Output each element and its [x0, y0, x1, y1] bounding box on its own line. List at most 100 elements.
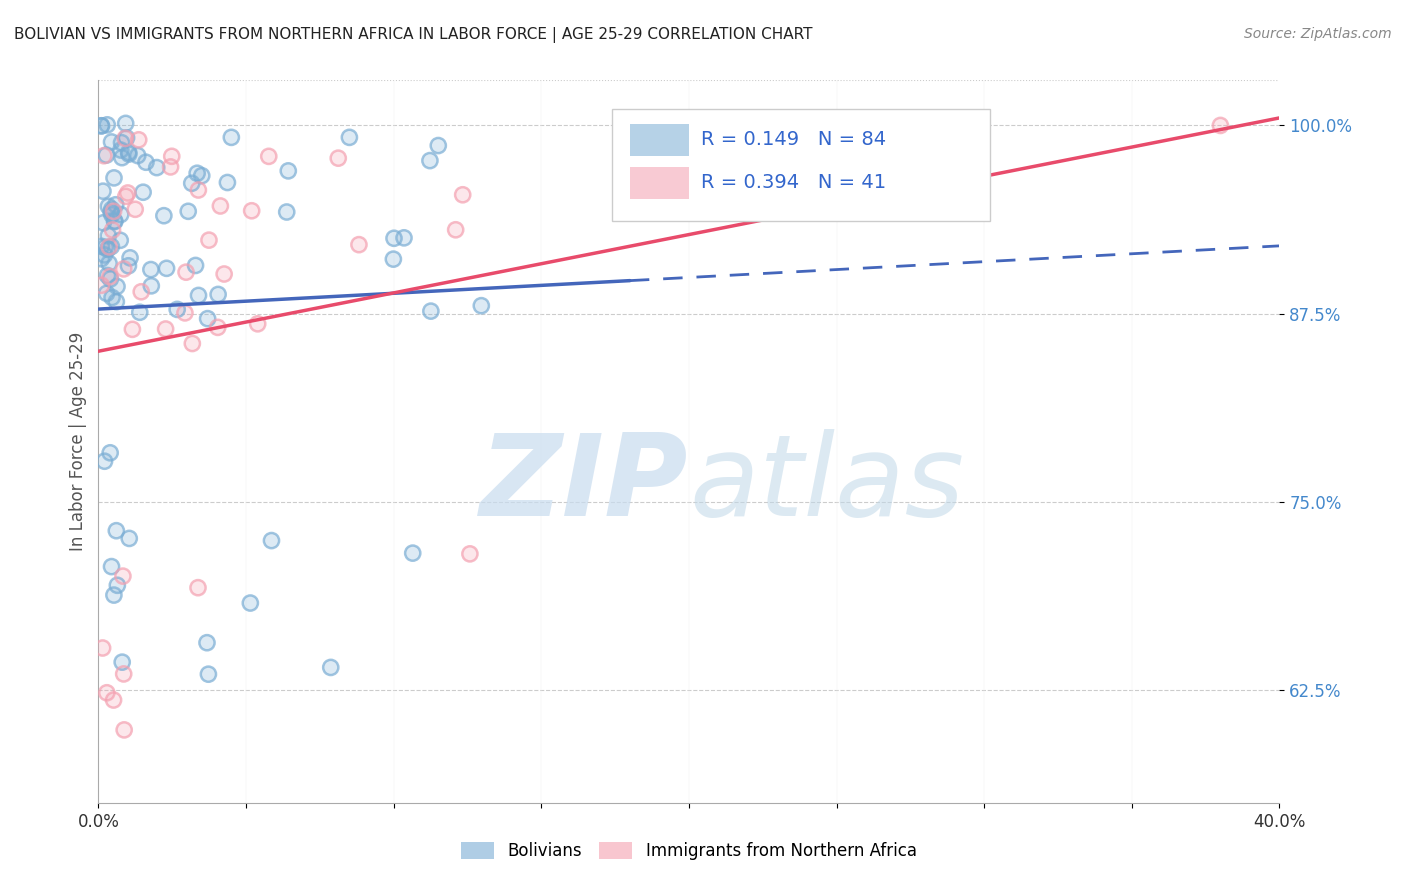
Point	[96, 268, 118, 283]
Point	[392, 231, 415, 245]
Point	[444, 223, 467, 237]
Point	[98, 256, 121, 270]
Point	[177, 204, 200, 219]
Point	[197, 311, 219, 326]
Point	[112, 261, 135, 276]
Point	[197, 311, 219, 326]
Point	[240, 203, 263, 218]
Point	[104, 214, 127, 228]
Point	[105, 294, 128, 309]
Y-axis label: In Labor Force | Age 25-29: In Labor Force | Age 25-29	[69, 332, 87, 551]
Point	[118, 145, 141, 160]
Point	[402, 546, 425, 560]
Point	[117, 186, 139, 200]
Point	[91, 184, 114, 198]
Point	[117, 259, 139, 273]
Point	[458, 547, 481, 561]
Point	[115, 131, 138, 145]
Point	[97, 242, 120, 256]
Point	[90, 119, 112, 133]
Point	[257, 149, 280, 163]
Point	[197, 667, 219, 681]
Point	[114, 189, 136, 203]
Point	[101, 290, 124, 304]
Point	[124, 202, 146, 217]
Point	[174, 306, 197, 320]
Point	[114, 131, 136, 145]
Point	[187, 183, 209, 197]
Point	[121, 322, 143, 336]
Point	[187, 581, 209, 595]
Point	[181, 336, 204, 351]
Point	[103, 693, 125, 707]
Point	[190, 169, 212, 183]
Point	[212, 267, 235, 281]
Point	[105, 524, 128, 538]
Point	[100, 205, 122, 219]
Point	[93, 454, 115, 468]
Point	[96, 686, 118, 700]
Point	[103, 214, 125, 228]
Point	[111, 151, 134, 165]
Point	[100, 202, 122, 217]
Point	[97, 199, 120, 213]
Point	[90, 252, 112, 266]
Point	[382, 252, 405, 267]
Point	[207, 287, 229, 301]
Point	[177, 204, 200, 219]
Point	[104, 198, 127, 212]
Point	[111, 569, 134, 583]
Point	[100, 205, 122, 219]
Point	[112, 723, 135, 737]
Point	[114, 189, 136, 203]
Point	[104, 198, 127, 212]
Point	[111, 569, 134, 583]
Point	[91, 640, 114, 655]
Point	[166, 302, 188, 317]
Point	[209, 199, 232, 213]
Point	[187, 288, 209, 302]
Point	[110, 143, 132, 157]
Point	[217, 176, 239, 190]
Point	[112, 667, 135, 681]
Point	[96, 148, 118, 162]
Point	[98, 240, 121, 254]
Point	[277, 164, 299, 178]
Point	[103, 588, 125, 602]
Point	[347, 237, 370, 252]
Point	[103, 170, 125, 185]
Point	[419, 153, 441, 168]
Point	[129, 285, 152, 299]
Point	[195, 636, 218, 650]
Point	[155, 322, 177, 336]
Point	[132, 185, 155, 199]
Point	[129, 285, 152, 299]
Point	[276, 205, 298, 219]
Point	[132, 185, 155, 199]
Point	[118, 532, 141, 546]
Point	[195, 636, 218, 650]
Point	[96, 286, 118, 301]
Point	[187, 288, 209, 302]
Point	[105, 279, 128, 293]
Point	[100, 135, 122, 149]
Point	[239, 596, 262, 610]
Point	[118, 145, 141, 160]
Point	[212, 267, 235, 281]
Text: atlas: atlas	[689, 429, 965, 541]
Point	[105, 578, 128, 592]
Text: R = 0.394   N = 41: R = 0.394 N = 41	[700, 173, 886, 193]
Point	[110, 136, 132, 150]
Point	[93, 454, 115, 468]
Point	[197, 667, 219, 681]
Point	[110, 233, 132, 247]
Point	[419, 153, 441, 168]
Point	[128, 133, 150, 147]
Point	[184, 259, 207, 273]
Point	[103, 204, 125, 219]
Point	[217, 176, 239, 190]
Point	[153, 209, 176, 223]
Point	[221, 130, 243, 145]
Point	[98, 240, 121, 254]
Point	[184, 259, 207, 273]
